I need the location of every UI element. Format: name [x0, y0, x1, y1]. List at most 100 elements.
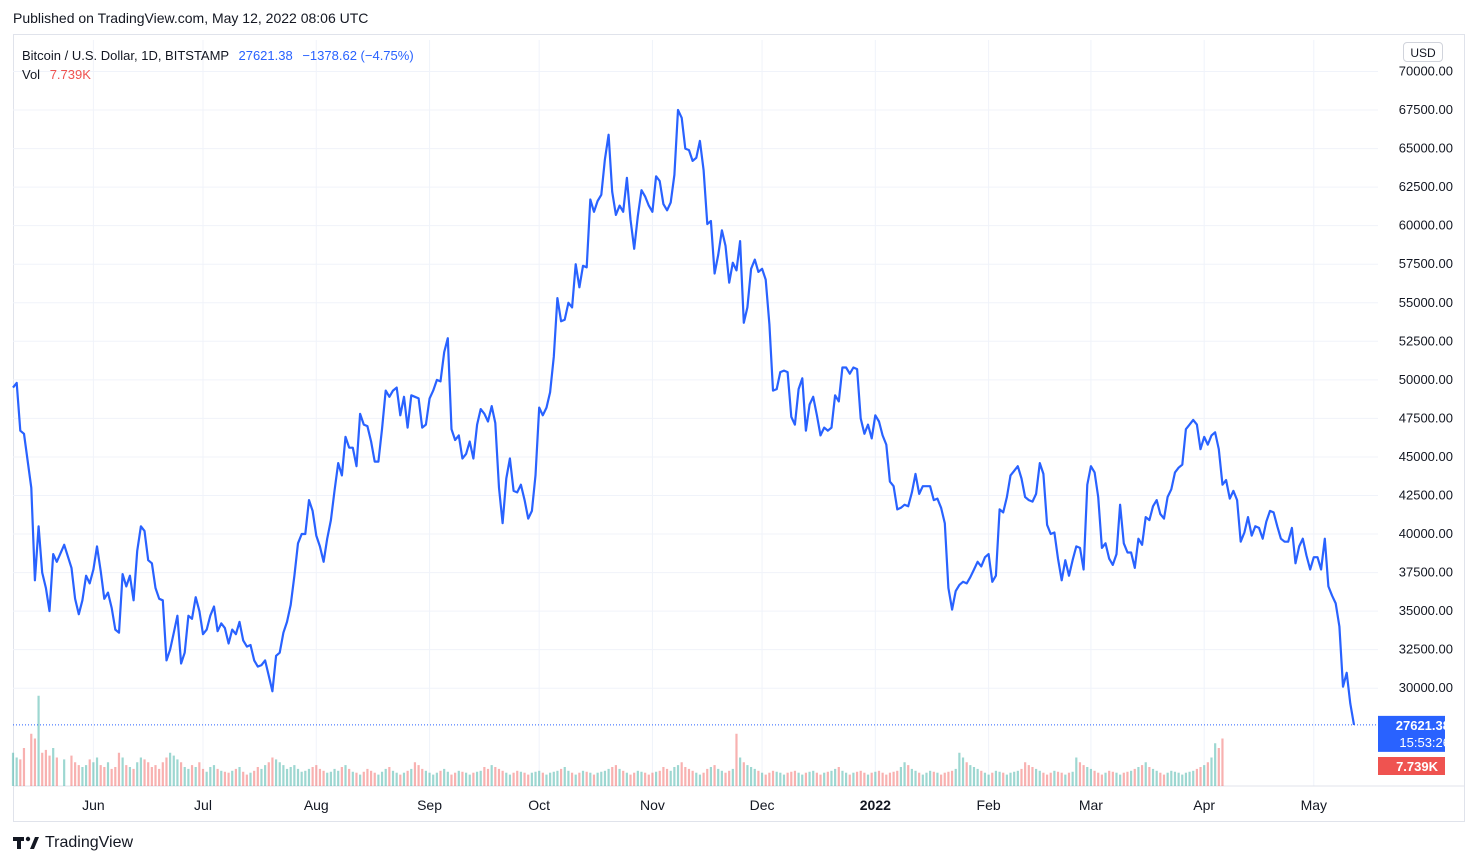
volume-bar	[245, 774, 248, 786]
currency-button[interactable]: USD	[1403, 42, 1443, 62]
volume-bar	[33, 738, 37, 786]
volume-bar	[1042, 772, 1045, 786]
volume-bar	[1060, 772, 1063, 786]
volume-bar	[512, 772, 515, 786]
volume-bar	[150, 767, 153, 786]
countdown-label: 15:53:26	[1399, 735, 1450, 750]
volume-bar	[117, 752, 121, 786]
volume-bar	[570, 772, 574, 786]
volume-bar	[435, 772, 438, 786]
volume-bar	[161, 762, 164, 786]
volume-bar	[559, 768, 563, 786]
volume-bar	[994, 770, 998, 786]
volume-bar	[644, 772, 647, 786]
volume-bar	[746, 765, 749, 786]
volume-bar	[654, 771, 658, 786]
volume-bar	[965, 762, 968, 786]
volume-bar	[264, 765, 267, 786]
y-tick-label: 62500.00	[1399, 179, 1453, 194]
volume-bar	[1115, 772, 1118, 786]
volume-bar	[782, 774, 786, 786]
volume-bar	[925, 772, 928, 786]
volume-bar	[530, 772, 533, 786]
volume-bar	[366, 768, 369, 786]
y-tick-label: 35000.00	[1399, 603, 1453, 618]
volume-bar	[731, 768, 734, 786]
volume-bar	[304, 770, 307, 786]
volume-bar	[1184, 772, 1188, 786]
volume-bar	[640, 771, 643, 786]
volume-bar	[647, 774, 650, 786]
volume-bar	[179, 762, 183, 786]
volume-bar	[369, 770, 373, 786]
volume-bar	[815, 772, 818, 786]
volume-bar	[801, 774, 804, 786]
volume-bar	[1071, 771, 1074, 786]
volume-bar	[614, 765, 617, 786]
symbol-title[interactable]: Bitcoin / U.S. Dollar, 1D, BITSTAMP	[22, 48, 229, 63]
volume-bar	[154, 765, 157, 786]
volume-bar	[1108, 770, 1111, 786]
volume-bar	[1151, 768, 1155, 786]
volume-bar	[899, 767, 903, 786]
volume-bar	[1078, 762, 1082, 786]
volume-bar	[176, 759, 179, 786]
tradingview-footer[interactable]: TradingView	[13, 834, 133, 852]
volume-bar	[834, 768, 837, 786]
volume-bar	[48, 755, 51, 786]
volume-bar	[486, 768, 490, 786]
x-tick-label: Oct	[528, 797, 550, 813]
volume-bar	[983, 772, 987, 786]
legend-change: −1378.62 (−4.75%)	[302, 48, 414, 63]
volume-bar	[929, 770, 932, 786]
volume-bar	[1155, 770, 1158, 786]
volume-bar	[830, 770, 833, 786]
x-tick-label: Apr	[1193, 797, 1215, 813]
volume-bar	[881, 772, 884, 786]
volume-bar	[523, 772, 526, 786]
volume-bar	[410, 768, 413, 786]
volume-bar	[1027, 765, 1030, 786]
volume-label[interactable]: Vol	[22, 67, 41, 82]
y-tick-label: 60000.00	[1399, 218, 1453, 233]
volume-bar	[1206, 762, 1209, 786]
volume-bar	[950, 770, 954, 786]
volume-bar	[541, 772, 544, 786]
volume-bar	[676, 765, 680, 786]
volume-bar	[212, 765, 216, 786]
volume-bar	[921, 774, 924, 786]
volume-bar	[1166, 772, 1169, 786]
volume-bar	[954, 768, 957, 786]
volume-bar	[351, 771, 354, 786]
volume-bar	[709, 767, 713, 786]
volume-bar	[413, 762, 417, 786]
volume-bar	[322, 770, 325, 786]
volume-bar	[271, 757, 274, 786]
volume-value: 7.739K	[49, 67, 91, 82]
volume-bar	[256, 767, 259, 786]
x-tick-label: May	[1301, 797, 1327, 813]
volume-bar	[556, 770, 559, 786]
volume-bar	[680, 762, 683, 786]
volume-bar	[417, 765, 420, 786]
volume-bar	[961, 757, 965, 786]
volume-bar	[771, 770, 775, 786]
volume-bar	[1162, 774, 1166, 786]
volume-bar	[567, 770, 570, 786]
volume-bar	[300, 771, 303, 786]
volume-bar	[877, 770, 881, 786]
volume-bar	[636, 770, 639, 786]
volume-bar	[190, 765, 194, 786]
volume-bar	[1181, 774, 1184, 786]
volume-bar	[581, 770, 585, 786]
volume-bar	[424, 770, 427, 786]
volume-bar	[589, 772, 592, 786]
volume-bar	[70, 755, 73, 786]
volume-bar	[187, 768, 190, 786]
last-price-badge	[1378, 715, 1445, 752]
volume-bar	[896, 770, 899, 786]
volume-bar	[143, 759, 146, 786]
volume-bar	[128, 767, 132, 786]
volume-bar	[662, 767, 665, 786]
